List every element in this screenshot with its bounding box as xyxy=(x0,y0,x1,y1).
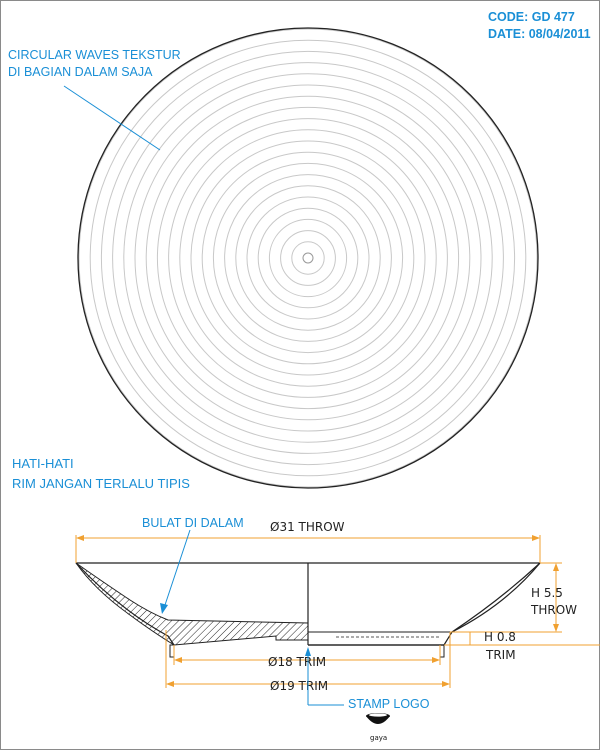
section-hatch-left xyxy=(75,562,309,646)
texture-ring xyxy=(257,207,359,309)
section-outer-profile-left xyxy=(75,562,175,646)
inside-round-leader xyxy=(160,529,191,614)
texture-ring xyxy=(280,230,336,286)
texture-ring xyxy=(291,241,325,275)
height-throw-label: THROW xyxy=(530,603,577,617)
texture-ring xyxy=(268,218,348,298)
dimension-height-trim xyxy=(444,632,600,646)
plate-cross-section xyxy=(75,562,541,658)
texture-ring xyxy=(246,196,370,320)
date-label: DATE: 08/04/2011 xyxy=(488,27,591,41)
texture-leader-line xyxy=(63,85,161,151)
foot-ring-left xyxy=(169,644,175,658)
texture-ring xyxy=(89,39,527,477)
texture-ring xyxy=(201,151,415,365)
texture-ring xyxy=(100,50,516,466)
texture-note-line-1: CIRCULAR WAVES TEKSTUR xyxy=(8,48,181,62)
rim-warning: HATI-HATI RIM JANGAN TERLALU TIPIS xyxy=(12,454,190,494)
throw-diameter-label: Ø31 THROW xyxy=(270,520,345,534)
plate-top-view xyxy=(77,27,539,489)
texture-ring xyxy=(134,84,482,432)
inside-round-note: BULAT DI DALAM xyxy=(142,516,244,530)
code-label: CODE: GD 477 xyxy=(488,10,575,24)
texture-ring xyxy=(78,28,538,488)
foot-ring-right xyxy=(439,644,445,658)
stamp-logo-leader xyxy=(305,647,344,706)
texture-ring xyxy=(190,140,426,376)
texture-ring xyxy=(145,95,471,421)
height-trim-label: TRIM xyxy=(485,648,516,662)
gaya-logo: gaya xyxy=(366,713,390,742)
texture-ring xyxy=(168,118,448,398)
trim-diameter-18-label: Ø18 TRIM xyxy=(268,655,326,669)
texture-ring xyxy=(179,129,437,387)
texture-ring xyxy=(212,162,404,354)
plate-outer-rim xyxy=(77,27,539,489)
dimension-height-throw xyxy=(450,562,562,633)
texture-ring xyxy=(123,73,493,443)
trim-diameter-19-label: Ø19 TRIM xyxy=(270,679,328,693)
texture-ring xyxy=(112,62,504,454)
circular-waves-texture xyxy=(78,28,538,488)
dimension-throw-diameter xyxy=(75,535,541,563)
texture-note: CIRCULAR WAVES TEKSTUR DI BAGIAN DALAM S… xyxy=(8,47,181,81)
texture-ring xyxy=(235,185,381,331)
rim-warning-line-2: RIM JANGAN TERLALU TIPIS xyxy=(12,476,190,491)
texture-ring xyxy=(224,174,392,342)
rim-warning-line-1: HATI-HATI xyxy=(12,456,74,471)
stamp-logo-note: STAMP LOGO xyxy=(348,697,430,711)
dimension-trim-diameter-18 xyxy=(173,645,441,665)
height-throw-value: H 5.5 xyxy=(531,586,563,600)
height-trim-value: H 0.8 xyxy=(484,630,516,644)
gaya-logo-text: gaya xyxy=(370,734,387,742)
texture-note-line-2: DI BAGIAN DALAM SAJA xyxy=(8,65,153,79)
texture-ring xyxy=(156,106,460,410)
plate-center-mark xyxy=(302,252,314,264)
